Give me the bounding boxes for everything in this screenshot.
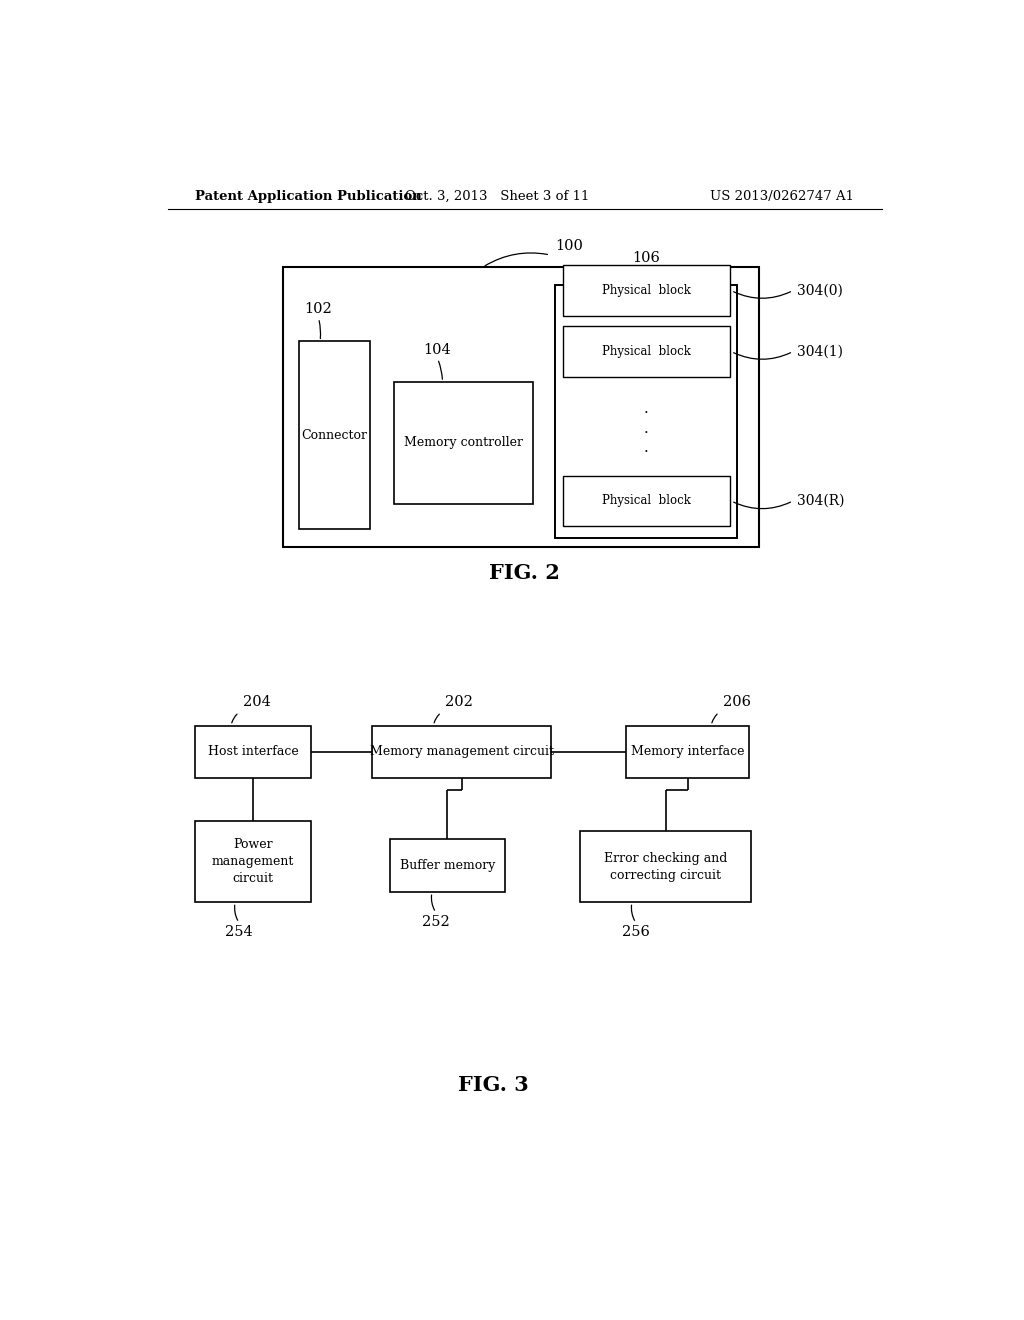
Text: 304(R): 304(R): [797, 494, 845, 508]
Bar: [563, 475, 729, 527]
Text: 100: 100: [555, 239, 583, 253]
Bar: [563, 265, 729, 315]
Text: 104: 104: [424, 343, 452, 356]
Text: Buffer memory: Buffer memory: [399, 859, 496, 873]
Text: FIG. 3: FIG. 3: [458, 1076, 528, 1096]
Text: Physical  block: Physical block: [602, 345, 690, 358]
Text: Power
management
circuit: Power management circuit: [212, 838, 294, 886]
Text: 256: 256: [622, 925, 650, 939]
Text: Patent Application Publication: Patent Application Publication: [196, 190, 422, 202]
Text: 304(1): 304(1): [797, 345, 843, 359]
Text: Physical  block: Physical block: [602, 284, 690, 297]
Bar: [555, 285, 737, 537]
Bar: [373, 726, 551, 779]
Text: FIG. 2: FIG. 2: [489, 564, 560, 583]
Text: 106: 106: [632, 251, 659, 265]
Text: 202: 202: [445, 696, 473, 709]
Text: 206: 206: [723, 696, 752, 709]
Text: Oct. 3, 2013   Sheet 3 of 11: Oct. 3, 2013 Sheet 3 of 11: [404, 190, 589, 202]
Bar: [563, 326, 729, 378]
Bar: [394, 381, 532, 504]
Text: Host interface: Host interface: [208, 746, 298, 759]
Text: US 2013/0262747 A1: US 2013/0262747 A1: [711, 190, 854, 202]
Bar: [196, 821, 310, 903]
Text: ·
·
·: · · ·: [644, 407, 648, 459]
Text: 204: 204: [243, 696, 271, 709]
Bar: [299, 342, 370, 529]
Text: Error checking and
correcting circuit: Error checking and correcting circuit: [604, 851, 727, 882]
Text: Memory interface: Memory interface: [631, 746, 744, 759]
Bar: [196, 726, 310, 779]
Bar: [390, 840, 505, 892]
Text: 304(0): 304(0): [797, 284, 843, 297]
Text: Connector: Connector: [301, 429, 368, 442]
Bar: [627, 726, 750, 779]
Text: Memory management circuit: Memory management circuit: [370, 746, 554, 759]
Bar: [581, 832, 751, 903]
Text: Memory controller: Memory controller: [403, 437, 523, 450]
Bar: [283, 267, 759, 546]
Text: 252: 252: [422, 915, 450, 928]
Text: Physical  block: Physical block: [602, 495, 690, 507]
Text: 254: 254: [225, 925, 253, 939]
Text: 102: 102: [304, 302, 333, 315]
